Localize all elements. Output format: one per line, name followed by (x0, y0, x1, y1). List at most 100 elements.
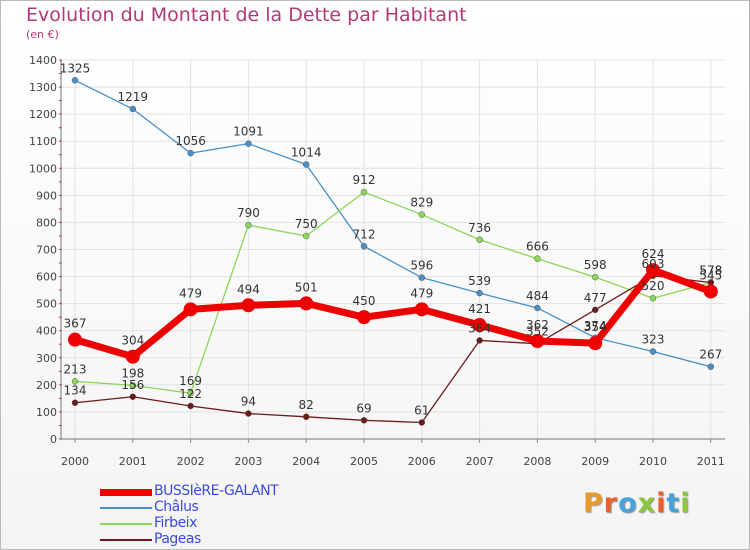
data-label: 790 (237, 206, 260, 220)
y-tick-label: 1400 (29, 54, 57, 67)
legend-item-3: Pageas (100, 531, 340, 548)
unit-label: (en €) (26, 28, 59, 41)
x-tick-label: 2006 (408, 455, 436, 468)
series-1 (71, 77, 715, 370)
logo-letter: i (680, 488, 691, 519)
data-label: 1219 (118, 90, 149, 104)
x-tick-label: 2002 (177, 455, 205, 468)
x-tick-label: 2005 (350, 455, 378, 468)
data-point (129, 393, 137, 401)
y-tick-label: 500 (36, 298, 57, 311)
data-point (71, 399, 79, 406)
data-label: 267 (699, 348, 722, 362)
logo-letter: t (666, 488, 681, 519)
data-label: 598 (584, 258, 607, 272)
data-label: 494 (237, 282, 260, 296)
series-3 (71, 272, 715, 426)
data-label: 213 (64, 362, 87, 376)
data-point (591, 306, 599, 314)
legend-label: Châlus (154, 499, 199, 515)
data-point (129, 105, 137, 113)
data-label: 367 (64, 317, 87, 331)
data-label: 545 (699, 268, 722, 282)
data-label: 304 (121, 334, 144, 348)
x-tick-label: 2011 (697, 455, 725, 468)
data-point (418, 274, 426, 281)
legend-item-0: BUSSIèRE-GALANT (100, 483, 340, 500)
x-tick-label: 2010 (639, 455, 667, 468)
data-label: 578 (699, 264, 722, 278)
y-tick-label: 100 (36, 406, 57, 419)
legend-swatch (100, 539, 152, 541)
x-tick-label: 2000 (61, 455, 89, 468)
x-tick-label: 2001 (119, 455, 147, 468)
data-label: 750 (295, 217, 318, 231)
y-tick-label: 600 (36, 271, 57, 284)
data-label: 323 (642, 333, 665, 347)
x-tick-label: 2008 (523, 455, 551, 468)
data-label: 69 (356, 401, 371, 415)
legend: BUSSIèRE-GALANT Châlus Firbeix Pageas (100, 483, 340, 548)
legend-swatch (100, 507, 152, 509)
data-point (476, 236, 483, 244)
x-tick-label: 2003 (234, 455, 262, 468)
data-point (187, 389, 194, 397)
data-label: 596 (410, 259, 433, 273)
data-point (125, 349, 140, 364)
series-2 (71, 188, 715, 397)
data-point (245, 140, 252, 147)
data-point (588, 336, 603, 351)
data-point (707, 363, 715, 370)
logo-letter: x (637, 488, 657, 519)
logo-letter: P (583, 488, 604, 519)
y-tick-label: 1000 (29, 162, 57, 175)
data-label: 539 (468, 274, 491, 288)
data-point (129, 382, 137, 389)
data-label: 1091 (233, 125, 264, 139)
data-point (649, 294, 657, 302)
data-label: 484 (526, 289, 549, 303)
series-line (74, 79, 711, 368)
data-point (71, 378, 79, 385)
x-tick-label: 2009 (581, 455, 609, 468)
data-label: 736 (468, 221, 491, 235)
data-label: 374 (584, 319, 607, 333)
y-tick-label: 1200 (29, 108, 57, 121)
data-label: 1014 (291, 145, 322, 159)
data-label: 362 (526, 318, 549, 332)
data-labels: 1325 1219 1056 1091 1014 712 596 539 484 374 323 26… (60, 61, 723, 417)
data-point (360, 417, 368, 424)
data-point (302, 232, 310, 240)
legend-swatch (100, 523, 152, 525)
data-label: 198 (121, 366, 144, 380)
data-label: 134 (64, 384, 87, 398)
data-point (241, 298, 256, 313)
data-label: 912 (353, 173, 376, 187)
data-point (646, 263, 660, 278)
data-label: 169 (179, 374, 202, 388)
data-label: 421 (468, 302, 491, 316)
data-label: 666 (526, 240, 549, 254)
series-line (74, 191, 711, 394)
logo-letter: i (656, 488, 667, 519)
x-tick-label: 2004 (292, 455, 320, 468)
data-point (302, 161, 310, 168)
data-point (534, 255, 541, 262)
data-label: 829 (410, 196, 433, 210)
data-label: 477 (584, 291, 607, 305)
data-label: 479 (179, 286, 202, 300)
data-label: 94 (241, 395, 256, 409)
y-tick-label: 1300 (29, 81, 57, 94)
data-point (476, 337, 483, 344)
data-label: 156 (121, 378, 144, 392)
data-point (472, 318, 487, 333)
series-0 (68, 263, 718, 364)
data-point (68, 332, 82, 347)
legend-label: Pageas (154, 531, 201, 547)
logo-letter: r (603, 488, 619, 519)
data-label: 82 (299, 398, 314, 412)
data-label: 364 (468, 321, 491, 335)
data-label: 61 (414, 403, 429, 417)
